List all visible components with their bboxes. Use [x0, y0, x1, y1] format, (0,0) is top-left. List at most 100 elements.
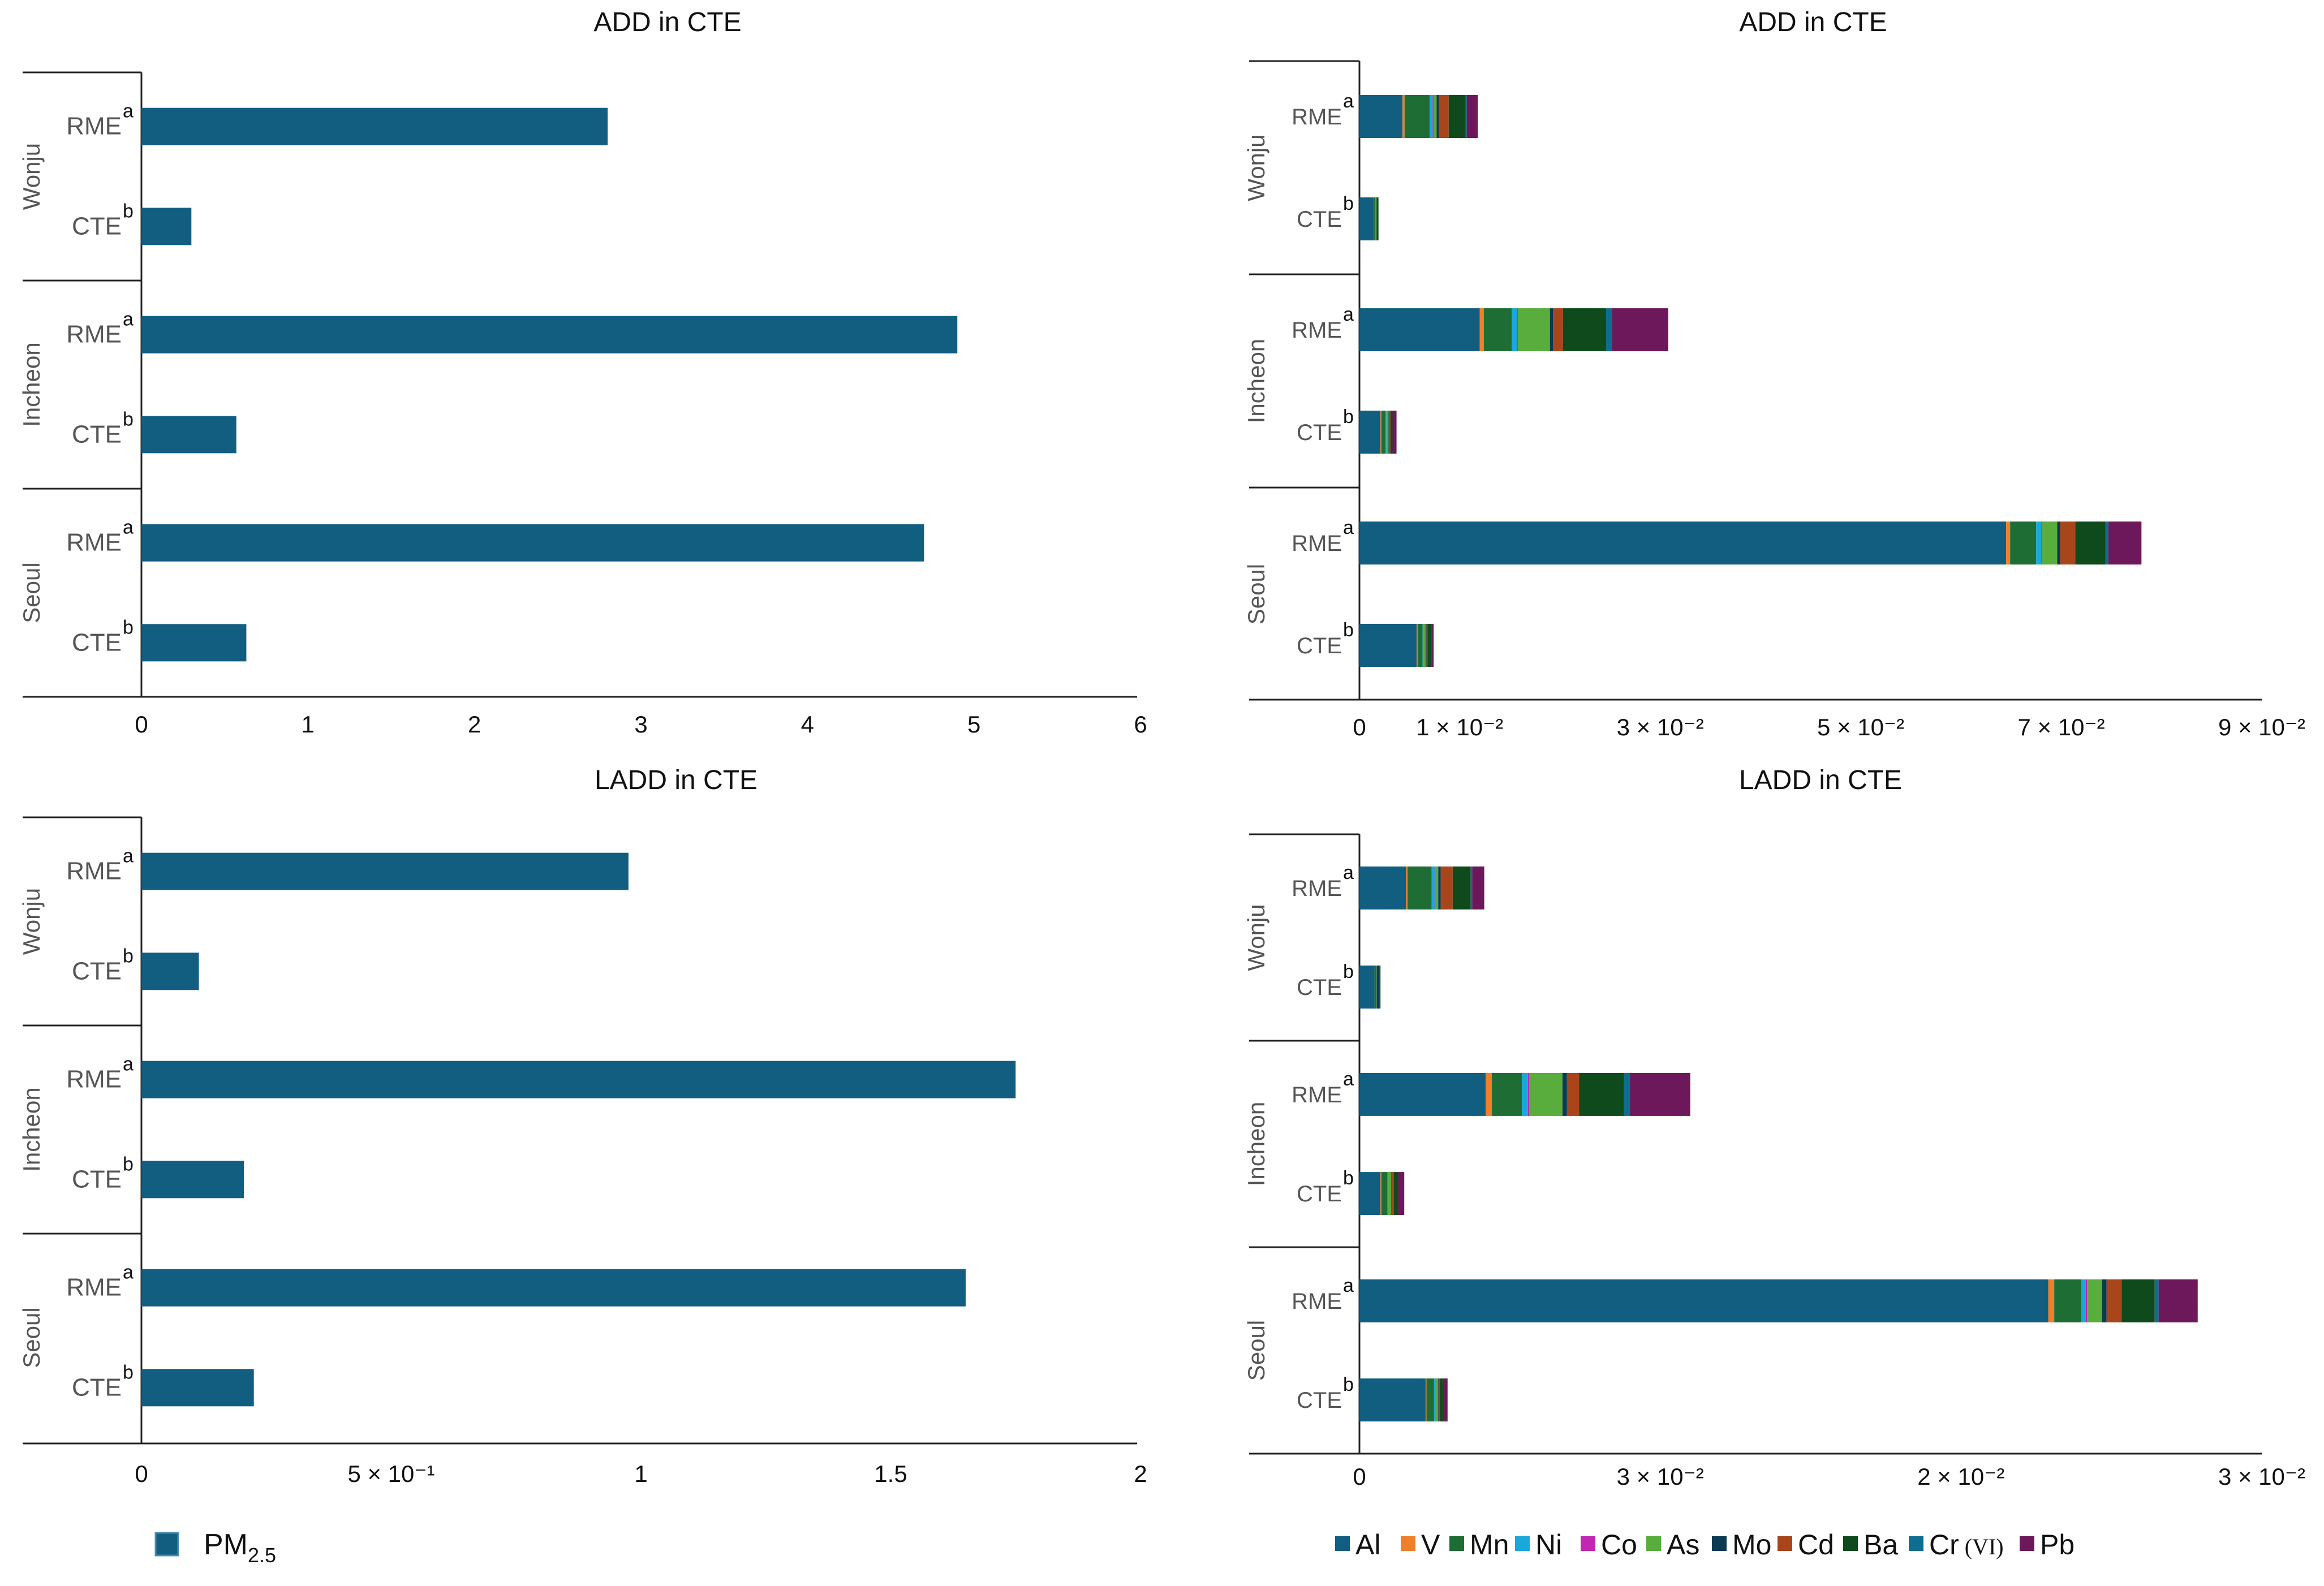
bar-segment-pb	[1431, 623, 1434, 667]
bar-segment-pb	[1630, 1072, 1690, 1116]
bar-segment-mo	[1425, 623, 1427, 667]
bar-segment-mo	[1562, 1072, 1567, 1116]
row-superscript: a	[123, 1262, 134, 1283]
x-tick-label: 3 × 10⁻²	[1617, 1463, 1704, 1490]
row-superscript: a	[123, 846, 134, 867]
group-label: Incheon	[18, 342, 45, 426]
row-label: RME	[66, 857, 122, 885]
legend-label-mn: Mn	[1470, 1529, 1509, 1561]
bar-segment-pm25	[141, 852, 629, 890]
row-superscript: b	[123, 1153, 134, 1175]
bar-segment-al	[1359, 1279, 2048, 1322]
bar-segment-mn	[1426, 1378, 1434, 1422]
row-superscript: b	[1343, 193, 1354, 214]
bar-segment-pm25	[141, 107, 608, 145]
row-label: CTE	[1297, 1388, 1342, 1413]
bar-segment-co	[2085, 1279, 2088, 1322]
bar-segment-pb	[1398, 1172, 1405, 1216]
bar-segment-cr	[2154, 1279, 2159, 1322]
bar-segment-as	[1375, 197, 1377, 240]
row-superscript: a	[1343, 1068, 1354, 1090]
bar-segment-mo	[1436, 95, 1439, 139]
bar-segment-mn	[1381, 410, 1386, 454]
legend-label-as: As	[1667, 1529, 1699, 1561]
group-label: Incheon	[1243, 1102, 1269, 1186]
bar-segment-ni	[1430, 95, 1433, 139]
bar-segment-al	[1359, 866, 1406, 910]
row-superscript: b	[123, 1361, 134, 1383]
bar-segment-al	[1359, 410, 1381, 454]
bar-segment-cr	[2105, 522, 2108, 565]
x-tick-label: 1 × 10⁻²	[1416, 714, 1503, 740]
row-superscript: a	[1343, 517, 1354, 538]
bar-segment-as	[1518, 308, 1550, 352]
bar-segment-mn	[2010, 522, 2037, 565]
bar-segment-co	[1527, 1072, 1530, 1116]
bar-segment-pb	[2108, 522, 2142, 565]
bar-segment-cd	[1389, 410, 1391, 454]
row-label: RME	[1292, 1083, 1342, 1107]
bar-segment-ba	[2121, 1279, 2155, 1322]
x-tick-label: 7 × 10⁻²	[2018, 714, 2105, 740]
bar-segment-v	[1479, 308, 1484, 352]
legend-swatch-ba	[1843, 1536, 1858, 1551]
bar-segment-pb	[1392, 410, 1397, 454]
bar-segment-al	[1359, 522, 2007, 565]
x-tick-label: 2	[468, 711, 481, 738]
group-label: Wonju	[1243, 904, 1269, 971]
row-superscript: b	[1343, 406, 1354, 428]
row-label: RME	[1292, 531, 1342, 556]
legend-swatch-cr	[1909, 1536, 1923, 1551]
row-label: CTE	[1297, 975, 1342, 1000]
x-tick-label: 9 × 10⁻²	[2218, 714, 2305, 740]
x-tick-label: 1	[302, 711, 315, 738]
bar-segment-cr	[1470, 866, 1473, 910]
group-label: Incheon	[1243, 339, 1269, 423]
bar-segment-mn	[1374, 966, 1376, 1009]
bar-segment-cr	[1606, 308, 1612, 352]
bar-segment-ba	[1452, 866, 1471, 910]
bar-segment-ba	[1440, 1378, 1443, 1422]
chart-title: LADD in CTE	[595, 765, 758, 795]
bar-segment-as	[2042, 522, 2058, 565]
bar-segment-mn	[1417, 623, 1423, 667]
bar-segment-ba	[1390, 410, 1393, 454]
bar-segment-al	[1359, 308, 1480, 352]
legend-pm: PM2.5	[154, 1528, 276, 1567]
legend-label-mo: Mo	[1732, 1529, 1771, 1561]
bar-segment-ni	[2081, 1279, 2086, 1322]
bar-segment-v	[1380, 410, 1382, 454]
x-tick-label: 3 × 10⁻²	[2218, 1463, 2305, 1490]
bar-segment-pm25	[141, 208, 192, 245]
row-superscript: b	[123, 617, 134, 638]
bar-segment-al	[1359, 1172, 1381, 1216]
row-label: RME	[1292, 318, 1342, 343]
row-label: CTE	[1297, 633, 1342, 658]
row-superscript: a	[1343, 862, 1354, 883]
bar-segment-co	[2041, 522, 2042, 565]
bar-segment-mn	[1373, 197, 1376, 240]
bar-segment-cr	[1465, 95, 1467, 139]
x-tick-label: 0	[1353, 714, 1366, 740]
bar-segment-pm25	[141, 1269, 966, 1307]
row-superscript: b	[123, 408, 134, 430]
bar-segment-cd	[1392, 1172, 1394, 1216]
bar-segment-mo	[1438, 1378, 1439, 1422]
group-label: Seoul	[18, 562, 45, 623]
chart-title: ADD in CTE	[593, 7, 741, 37]
bar-segment-ni	[1522, 1072, 1528, 1116]
row-label: CTE	[1297, 207, 1342, 232]
bar-segment-pm25	[141, 624, 247, 662]
bar-segment-mo	[2057, 522, 2060, 565]
x-tick-label: 5	[967, 711, 980, 738]
row-superscript: a	[1343, 304, 1354, 325]
x-tick-label: 6	[1134, 711, 1147, 738]
bar-segment-as	[1423, 623, 1426, 667]
bar-segment-al	[1359, 966, 1375, 1009]
bar-segment-as	[2087, 1279, 2102, 1322]
x-tick-label: 0	[135, 711, 148, 738]
bar-segment-v	[1402, 95, 1405, 139]
bar-segment-cd	[2060, 522, 2076, 565]
row-superscript: a	[123, 517, 134, 538]
